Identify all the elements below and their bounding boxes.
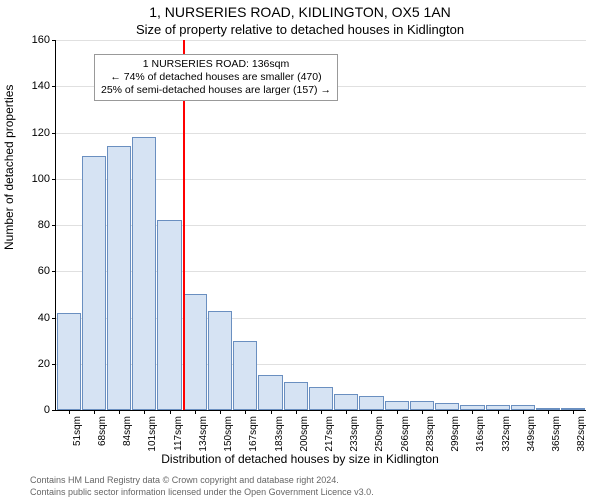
xtick-mark	[220, 410, 221, 414]
xtick-mark	[498, 410, 499, 414]
histogram-bar	[359, 396, 383, 410]
xtick-mark	[271, 410, 272, 414]
xtick-label: 332sqm	[501, 416, 512, 452]
xtick-label: 382sqm	[576, 416, 587, 452]
ytick-mark	[52, 410, 56, 411]
y-axis-label: Number of detached properties	[2, 85, 16, 250]
xtick-mark	[371, 410, 372, 414]
histogram-bar	[334, 394, 358, 410]
x-axis-label: Distribution of detached houses by size …	[0, 452, 600, 466]
xtick-label: 134sqm	[198, 416, 209, 452]
xtick-label: 316sqm	[475, 416, 486, 452]
ytick-mark	[52, 133, 56, 134]
page-address: 1, NURSERIES ROAD, KIDLINGTON, OX5 1AN	[0, 4, 600, 20]
xtick-mark	[523, 410, 524, 414]
ytick-label: 40	[38, 312, 50, 324]
histogram-bar	[57, 313, 81, 410]
histogram-bar	[385, 401, 409, 410]
xtick-label: 167sqm	[248, 416, 259, 452]
xtick-mark	[321, 410, 322, 414]
histogram-bar	[309, 387, 333, 410]
ytick-mark	[52, 179, 56, 180]
histogram-bar	[157, 220, 181, 410]
ytick-label: 160	[32, 34, 50, 46]
histogram-bar	[107, 146, 131, 410]
xtick-label: 84sqm	[122, 416, 133, 446]
xtick-mark	[94, 410, 95, 414]
page-subtitle: Size of property relative to detached ho…	[0, 22, 600, 37]
xtick-label: 150sqm	[223, 416, 234, 452]
histogram-bar	[132, 137, 156, 410]
annotation-line: ← 74% of detached houses are smaller (47…	[101, 71, 331, 84]
xtick-mark	[245, 410, 246, 414]
xtick-label: 250sqm	[374, 416, 385, 452]
ytick-mark	[52, 318, 56, 319]
histogram-bar	[435, 403, 459, 410]
xtick-label: 299sqm	[450, 416, 461, 452]
xtick-mark	[548, 410, 549, 414]
annotation-line: 1 NURSERIES ROAD: 136sqm	[101, 58, 331, 71]
ytick-label: 80	[38, 219, 50, 231]
xtick-mark	[170, 410, 171, 414]
xtick-label: 101sqm	[147, 416, 158, 452]
ytick-label: 100	[32, 173, 50, 185]
ytick-mark	[52, 225, 56, 226]
xtick-label: 365sqm	[551, 416, 562, 452]
ytick-mark	[52, 364, 56, 365]
xtick-label: 217sqm	[324, 416, 335, 452]
gridline	[56, 133, 586, 134]
ytick-label: 20	[38, 358, 50, 370]
xtick-label: 68sqm	[97, 416, 108, 446]
annotation-box: 1 NURSERIES ROAD: 136sqm← 74% of detache…	[94, 54, 338, 101]
xtick-mark	[296, 410, 297, 414]
xtick-mark	[119, 410, 120, 414]
histogram-bar	[284, 382, 308, 410]
ytick-mark	[52, 86, 56, 87]
xtick-mark	[397, 410, 398, 414]
histogram-bar	[233, 341, 257, 410]
xtick-label: 117sqm	[173, 416, 184, 451]
xtick-mark	[447, 410, 448, 414]
xtick-mark	[195, 410, 196, 414]
xtick-label: 266sqm	[400, 416, 411, 452]
xtick-label: 200sqm	[299, 416, 310, 452]
xtick-mark	[422, 410, 423, 414]
footer-copyright-2: Contains public sector information licen…	[30, 487, 374, 497]
xtick-mark	[573, 410, 574, 414]
histogram-bar	[183, 294, 207, 410]
xtick-label: 233sqm	[349, 416, 360, 452]
xtick-mark	[144, 410, 145, 414]
histogram-bar	[208, 311, 232, 410]
xtick-mark	[346, 410, 347, 414]
ytick-label: 60	[38, 265, 50, 277]
ytick-label: 140	[32, 80, 50, 92]
ytick-mark	[52, 40, 56, 41]
footer-copyright-1: Contains HM Land Registry data © Crown c…	[30, 475, 339, 485]
ytick-label: 0	[44, 404, 50, 416]
xtick-mark	[472, 410, 473, 414]
xtick-label: 183sqm	[274, 416, 285, 452]
ytick-mark	[52, 271, 56, 272]
histogram-bar	[82, 156, 106, 410]
xtick-mark	[69, 410, 70, 414]
xtick-label: 51sqm	[72, 416, 83, 446]
histogram-bar	[410, 401, 434, 410]
xtick-label: 349sqm	[526, 416, 537, 452]
chart-plot-area: 02040608010012014016051sqm68sqm84sqm101s…	[55, 40, 586, 411]
ytick-label: 120	[32, 127, 50, 139]
annotation-line: 25% of semi-detached houses are larger (…	[101, 84, 331, 97]
xtick-label: 283sqm	[425, 416, 436, 452]
gridline	[56, 40, 586, 41]
histogram-bar	[258, 375, 282, 410]
